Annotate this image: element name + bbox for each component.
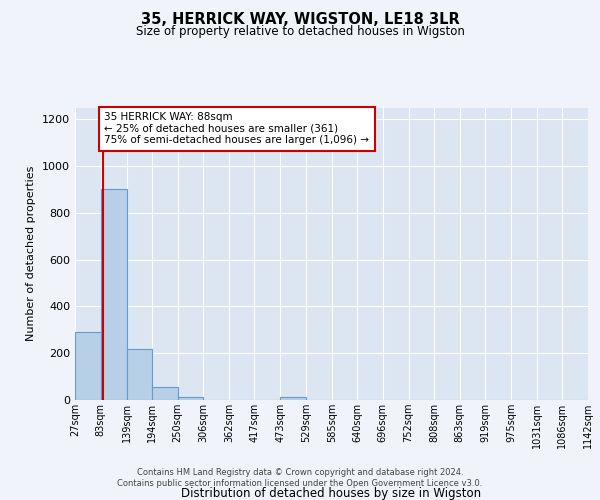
Y-axis label: Number of detached properties: Number of detached properties xyxy=(26,166,37,342)
Bar xyxy=(280,397,306,400)
X-axis label: Distribution of detached houses by size in Wigston: Distribution of detached houses by size … xyxy=(181,487,482,500)
Text: Contains HM Land Registry data © Crown copyright and database right 2024.
Contai: Contains HM Land Registry data © Crown c… xyxy=(118,468,482,487)
Text: Size of property relative to detached houses in Wigston: Size of property relative to detached ho… xyxy=(136,25,464,38)
Text: 35, HERRICK WAY, WIGSTON, LE18 3LR: 35, HERRICK WAY, WIGSTON, LE18 3LR xyxy=(140,12,460,28)
Text: 35 HERRICK WAY: 88sqm
← 25% of detached houses are smaller (361)
75% of semi-det: 35 HERRICK WAY: 88sqm ← 25% of detached … xyxy=(104,112,370,146)
Bar xyxy=(178,397,203,400)
Bar xyxy=(152,387,178,400)
Bar xyxy=(127,348,152,400)
Bar xyxy=(75,332,101,400)
Bar xyxy=(101,190,127,400)
